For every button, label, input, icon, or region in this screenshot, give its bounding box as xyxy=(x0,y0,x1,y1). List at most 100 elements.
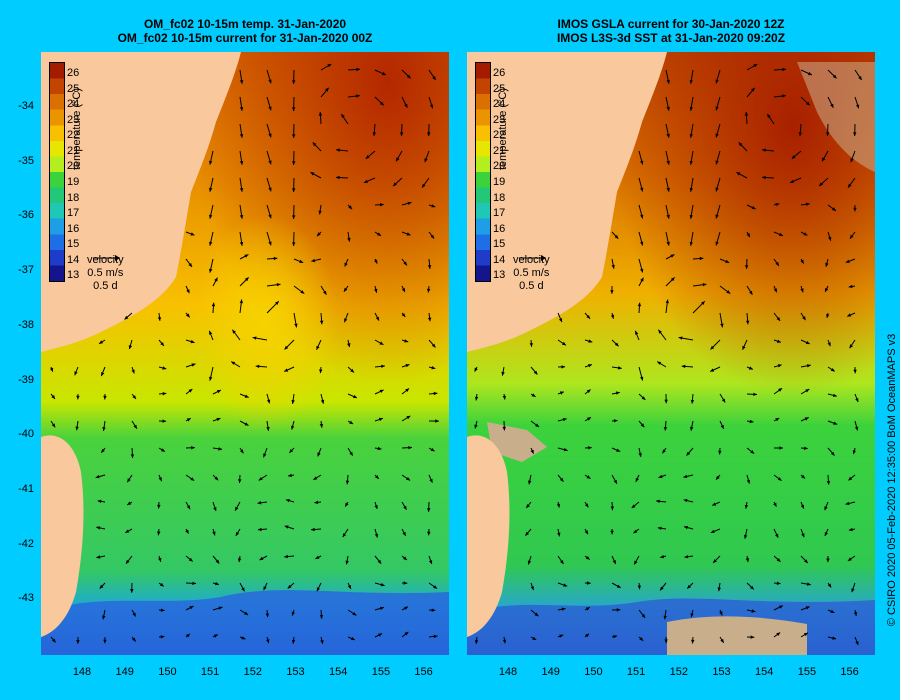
current-vector-head xyxy=(406,415,411,420)
current-vector-head xyxy=(292,215,296,219)
current-vector-head xyxy=(235,532,240,536)
longitude-tick-label: 149 xyxy=(115,666,134,678)
current-vector-head xyxy=(660,586,664,591)
left-map-panel[interactable]: 26 25 24 23 22 21 20 19 18 17 16 15 14 13 temperature… xyxy=(41,52,449,655)
right-colorbar-labels: 26 25 24 23 22 21 20 19 18 17 16 15 14 13 xyxy=(493,62,523,282)
right-nodata-south xyxy=(667,616,807,655)
latitude-tick-label: -37 xyxy=(18,264,34,277)
current-vector-head xyxy=(827,583,832,588)
current-vector-head xyxy=(563,583,568,587)
current-vector-head xyxy=(657,526,662,530)
right-land-mainland xyxy=(467,52,667,352)
current-vector-head xyxy=(717,587,721,592)
current-vector-head xyxy=(284,554,288,559)
current-vector-head xyxy=(613,419,618,423)
current-vector-head xyxy=(825,132,830,136)
current-vector-head xyxy=(239,215,244,219)
current-vector-head xyxy=(191,363,196,367)
current-vector-head xyxy=(325,87,329,92)
current-vector-head xyxy=(725,259,730,263)
current-vector-head xyxy=(474,640,479,644)
current-vector-head xyxy=(858,76,862,80)
current-vector-head xyxy=(405,364,410,368)
current-vector-head xyxy=(720,424,724,429)
current-vector-head xyxy=(377,559,382,564)
current-vector-head xyxy=(849,344,853,349)
current-vector-head xyxy=(319,320,324,325)
current-vector-head xyxy=(801,474,805,479)
current-vector-head xyxy=(213,507,217,511)
current-vector-head xyxy=(102,615,106,620)
longitude-tick-label: 150 xyxy=(584,666,603,678)
current-vector-head xyxy=(132,395,136,399)
current-vector-head xyxy=(827,342,831,347)
current-vector-head xyxy=(853,612,858,616)
current-vector-head xyxy=(377,446,382,451)
current-vector-head xyxy=(779,232,783,236)
longitude-tick-label: 152 xyxy=(669,666,688,678)
current-vector-head xyxy=(588,339,593,343)
current-vector-head xyxy=(291,400,295,404)
current-vector-head xyxy=(825,287,829,292)
current-vector-head xyxy=(427,531,431,536)
longitude-tick-label: 154 xyxy=(329,666,348,678)
right-velocity-duration: 0.5 d xyxy=(519,280,544,292)
current-vector-head xyxy=(341,114,345,118)
current-vector-head xyxy=(427,508,431,512)
current-vector-head xyxy=(186,313,190,318)
current-vector-head xyxy=(231,361,236,365)
right-colorbar xyxy=(475,62,491,282)
current-vector-head xyxy=(782,94,786,98)
current-vector-head xyxy=(132,637,136,642)
current-vector-head xyxy=(850,158,854,163)
current-vector-head xyxy=(805,101,810,106)
current-vector-head xyxy=(259,556,264,561)
current-vector-head xyxy=(854,426,859,431)
current-vector-head xyxy=(237,558,242,563)
current-vector-head xyxy=(848,284,853,289)
current-vector-head xyxy=(241,587,245,592)
current-vector-head xyxy=(244,277,249,282)
colorbar-tick-label: 24 xyxy=(493,98,506,111)
left-colorbar-title: temperature (°C) xyxy=(71,87,83,170)
current-vector-head xyxy=(431,343,436,348)
credit-text: © CSIRO 2020 05-Feb-2020 12:35:00 BoM Oc… xyxy=(886,333,898,627)
current-vector-head xyxy=(51,638,56,643)
current-vector-head xyxy=(715,133,719,138)
colorbar-tick-label: 17 xyxy=(67,207,80,220)
colorbar-tick-label: 15 xyxy=(493,238,506,251)
current-vector-head xyxy=(656,499,660,503)
current-vector-head xyxy=(319,423,324,428)
current-vector-head xyxy=(190,477,195,481)
current-vector-head xyxy=(352,612,357,616)
current-vector-head xyxy=(96,526,101,530)
current-vector-head xyxy=(374,259,378,264)
current-vector-head xyxy=(402,531,406,536)
current-vector-head xyxy=(209,214,213,219)
current-vector-head xyxy=(266,427,270,431)
right-map-panel[interactable]: 26 25 24 23 22 21 20 19 18 17 16 15 14 13 temperature… xyxy=(467,52,875,655)
longitude-tick-label: 155 xyxy=(371,666,391,678)
current-vector-head xyxy=(561,341,566,346)
colorbar-tick-label: 19 xyxy=(493,176,506,188)
current-vector-head xyxy=(268,160,272,165)
current-vector-head xyxy=(716,475,720,480)
current-vector-head xyxy=(833,421,838,425)
current-vector-head xyxy=(317,452,321,457)
current-vector-head xyxy=(610,506,614,511)
current-vector-head xyxy=(431,204,436,208)
current-vector-head xyxy=(381,364,385,368)
current-vector-head xyxy=(657,361,662,365)
current-vector-head xyxy=(746,233,750,238)
current-vector-head xyxy=(211,302,216,307)
latitude-tick-label: -39 xyxy=(18,373,34,386)
current-vector-head xyxy=(616,448,621,452)
current-vector-head xyxy=(826,314,830,318)
current-vector-head xyxy=(611,264,615,269)
current-vector-head xyxy=(364,179,368,183)
current-vector-head xyxy=(559,634,564,638)
current-vector-head xyxy=(128,345,133,349)
current-vector-head xyxy=(285,499,290,503)
current-vector-head xyxy=(777,364,782,368)
current-vector-head xyxy=(257,501,262,505)
